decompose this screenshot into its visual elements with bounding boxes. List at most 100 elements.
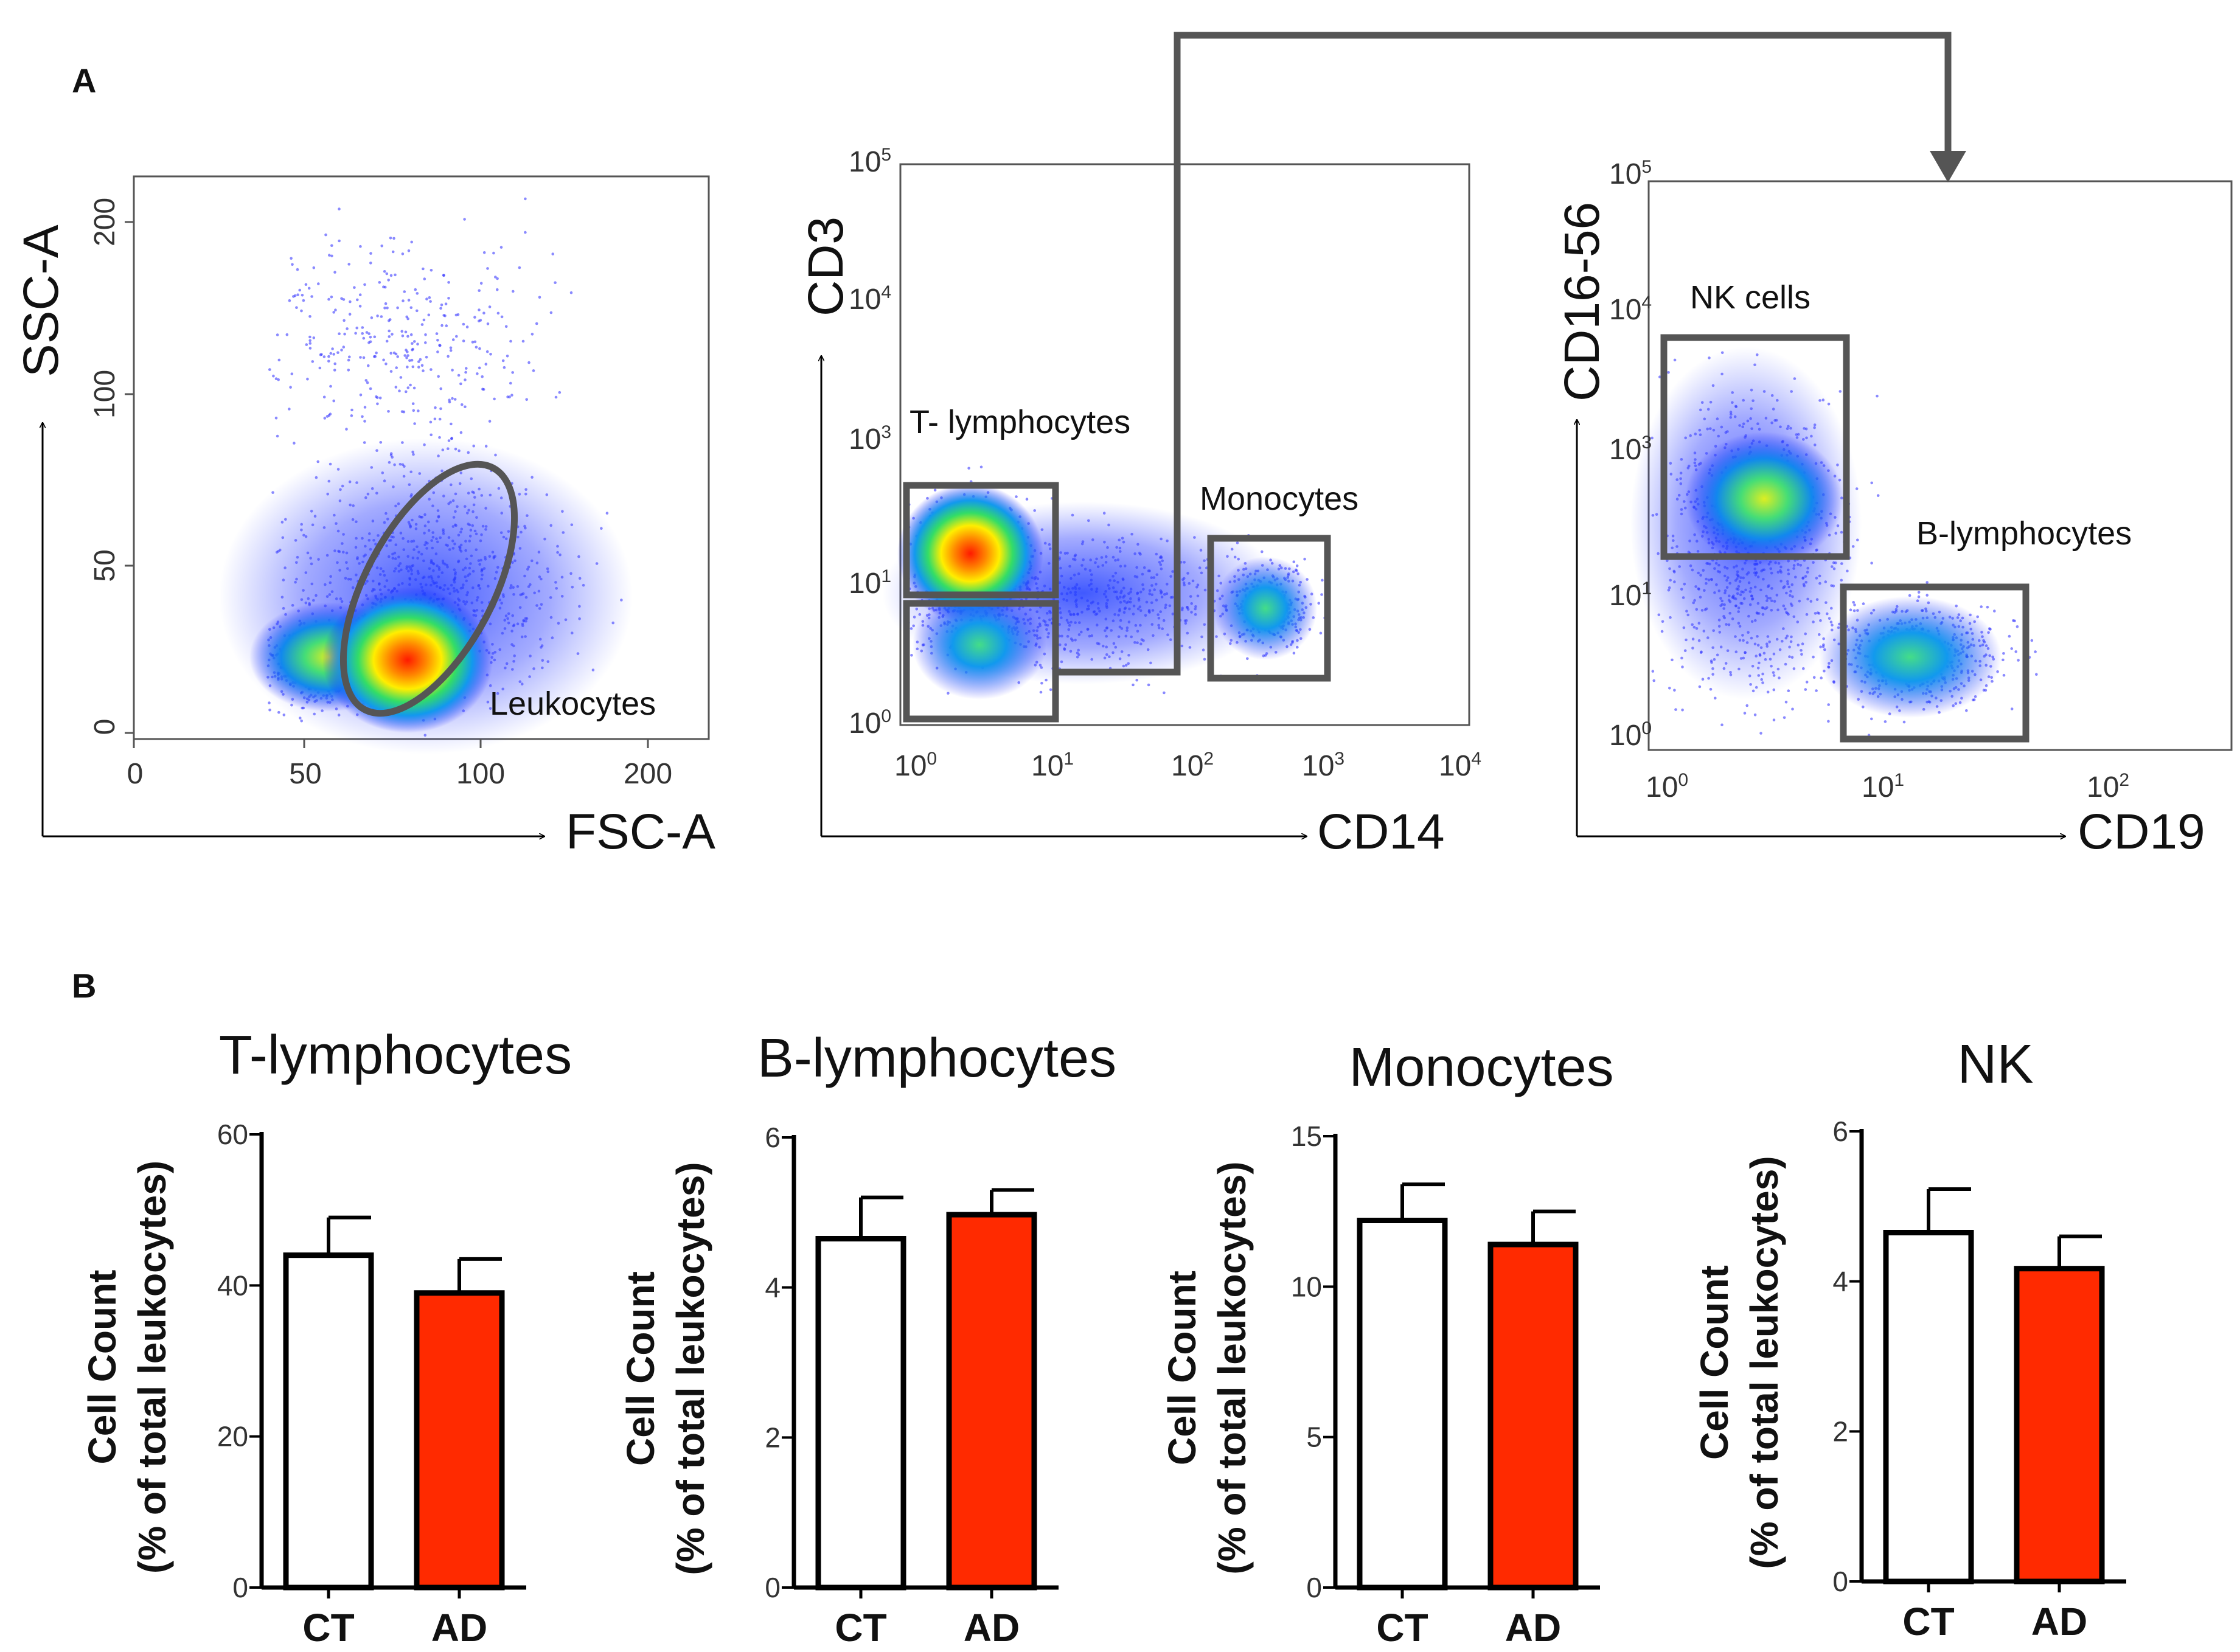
event-dot — [1870, 717, 1873, 721]
event-dot — [500, 315, 504, 319]
event-dot — [1673, 689, 1676, 692]
event-dot — [434, 406, 437, 409]
event-dot — [424, 341, 427, 344]
event-dot — [1986, 605, 1989, 609]
event-dot — [327, 297, 330, 301]
event-dot — [1925, 594, 1929, 597]
event-dot — [506, 355, 509, 358]
event-dot — [455, 335, 458, 338]
event-dot — [404, 330, 408, 334]
event-dot — [277, 358, 281, 362]
event-dot — [1980, 605, 1983, 608]
plot3-nk-blob — [1685, 432, 1843, 566]
event-dot — [1870, 561, 1873, 565]
bar-m-category-ct: CT — [1376, 1606, 1428, 1650]
event-dot — [268, 368, 271, 371]
event-dot — [359, 394, 363, 397]
event-dot — [438, 436, 441, 439]
event-dot — [478, 289, 481, 293]
event-dot — [399, 376, 403, 379]
event-dot — [2012, 619, 2015, 622]
t-lymphocytes-gate-label: T- lymphocytes — [910, 404, 1130, 440]
event-dot — [369, 387, 372, 390]
event-dot — [312, 336, 316, 339]
event-dot — [369, 336, 372, 339]
event-dot — [449, 346, 453, 350]
plot2-xtick: 104 — [1439, 749, 1481, 782]
event-dot — [332, 353, 335, 356]
bar-m-ytick-label: 15 — [1291, 1120, 1322, 1152]
event-dot — [512, 290, 515, 293]
plot3-xtick: 100 — [1646, 770, 1688, 803]
event-dot — [1132, 683, 1135, 687]
event-dot — [389, 352, 392, 355]
event-dot — [444, 302, 448, 306]
event-dot — [385, 339, 389, 343]
event-dot — [489, 353, 492, 356]
plot2-frame — [899, 163, 1470, 726]
event-dot — [481, 387, 484, 391]
event-dot — [1714, 696, 1717, 700]
event-dot — [1827, 720, 1830, 723]
event-dot — [408, 359, 411, 363]
event-dot — [525, 398, 528, 401]
event-dot — [406, 350, 409, 353]
b-lymphocytes-gate[interactable] — [1840, 583, 2030, 743]
event-dot — [459, 382, 462, 386]
bar-nk-category-ct: CT — [1902, 1600, 1954, 1643]
event-dot — [412, 409, 416, 412]
event-dot — [420, 323, 424, 326]
event-dot — [1753, 713, 1757, 717]
event-dot — [1827, 703, 1830, 706]
event-dot — [376, 402, 379, 406]
monocytes-gate-label: Monocytes — [1200, 481, 1358, 517]
event-dot — [2034, 650, 2037, 653]
bar-b-bar-ad — [946, 1212, 1037, 1591]
event-dot — [296, 293, 299, 297]
event-dot — [387, 410, 390, 413]
event-dot — [385, 272, 389, 276]
bar-m-bar-ad — [1487, 1241, 1579, 1591]
event-dot — [464, 378, 467, 381]
event-dot — [2008, 634, 2011, 638]
event-dot — [384, 302, 388, 305]
event-dot — [1246, 657, 1249, 661]
event-dot — [433, 417, 437, 421]
event-dot — [461, 403, 464, 406]
bar-m-title: Monocytes — [1349, 1037, 1613, 1098]
plot2-mono-blob — [1214, 557, 1317, 660]
nk-cells-gate[interactable] — [1660, 334, 1850, 560]
event-dot — [334, 308, 337, 311]
leukocytes-gate[interactable] — [308, 438, 550, 740]
event-dot — [1317, 602, 1320, 605]
monocytes-gate[interactable] — [1207, 535, 1331, 682]
event-dot — [308, 347, 312, 350]
bar-nk-ytick-label: 2 — [1832, 1415, 1848, 1447]
gating-path — [1052, 32, 1952, 676]
event-dot — [298, 288, 302, 292]
event-dot — [306, 377, 309, 381]
event-dot — [439, 407, 442, 411]
event-dot — [276, 434, 279, 438]
event-dot — [1025, 498, 1029, 501]
plot3-x-title: CD19 — [2078, 804, 2205, 859]
event-dot — [1681, 708, 1684, 712]
plot3: NK cells B-lymphocytes CD19 CD16-56 100 … — [1554, 157, 2233, 859]
event-dot — [389, 370, 393, 373]
event-dot — [285, 333, 289, 336]
bar-t-ytick-label: 20 — [217, 1421, 248, 1452]
event-dot — [1993, 609, 1996, 613]
event-dot — [2002, 658, 2005, 662]
event-dot — [430, 269, 433, 272]
event-dot — [347, 369, 350, 372]
t-lymphocytes-gate[interactable] — [903, 482, 1059, 599]
event-dot — [291, 263, 294, 266]
event-dot — [349, 300, 352, 304]
event-dot — [440, 304, 443, 307]
event-dot — [363, 420, 366, 423]
event-dot — [375, 351, 378, 355]
event-dot — [496, 311, 500, 315]
event-dot — [274, 417, 278, 420]
